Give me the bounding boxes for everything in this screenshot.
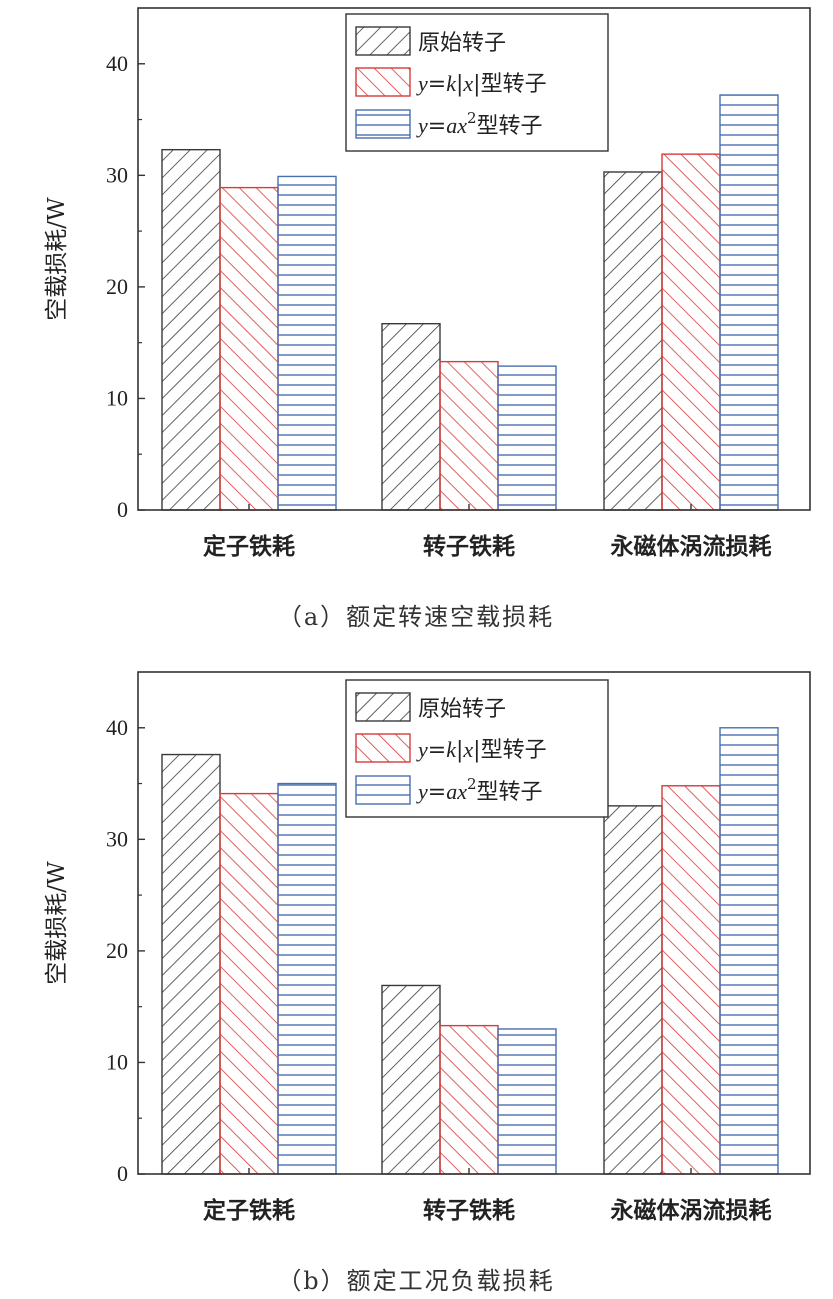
legend-swatch-s2 [355,67,411,97]
legend-swatch-s1 [355,26,411,56]
bars [161,94,779,511]
bar-s3-cat2 [719,727,779,1175]
bars [161,727,779,1175]
x-category-label: 定子铁耗 [203,533,295,560]
y-tick-label: 30 [106,162,128,187]
y-ticks: 0 10 20 30 40 [106,51,145,522]
plot-frame [137,671,811,1175]
bar-s1-cat1 [381,984,441,1175]
bar-s2-cat1 [439,360,499,511]
legend-label-s2: y=k|x|型转子 [416,737,547,763]
bar-s2-cat2 [661,153,721,511]
legend-label-s1: 原始转子 [418,697,506,722]
y-tick-label: 20 [106,938,128,963]
bar-s1-cat1 [381,323,441,511]
bar-s2-cat0 [219,792,279,1175]
chart-panel-a: 0 10 20 30 40 定子铁耗 转子铁耗 永磁体涡流损耗 空载损耗/W 原始转子 y=… [44,7,811,631]
y-tick-label: 30 [106,826,128,851]
bar-s1-cat0 [161,148,221,511]
plot-frame [137,7,811,511]
y-axis-label: 空载损耗/W [44,197,70,321]
legend-swatch-s3 [355,775,411,805]
bar-s2-cat2 [661,785,721,1175]
x-category-label: 转子铁耗 [423,533,515,560]
bar-s2-cat0 [219,186,279,511]
bar-s1-cat2 [603,805,663,1175]
y-tick-label: 10 [106,385,128,410]
x-category-label: 转子铁耗 [423,1197,515,1224]
bar-s2-cat1 [439,1024,499,1175]
bar-s3-cat1 [497,1028,557,1175]
y-tick-label: 40 [106,715,128,740]
legend-label-s1: 原始转子 [418,31,506,56]
x-labels: 定子铁耗 转子铁耗 永磁体涡流损耗 [203,504,772,560]
y-tick-label: 0 [117,1161,128,1186]
bar-s1-cat2 [603,171,663,511]
legend: 原始转子 y=k|x|型转子 y=ax2型转子 [345,679,609,818]
bar-s3-cat0 [277,782,337,1175]
legend-label-s2: y=k|x|型转子 [416,71,547,97]
legend-swatch-s1 [355,692,411,722]
legend: 原始转子 y=k|x|型转子 y=ax2型转子 [345,13,609,152]
y-tick-label: 10 [106,1049,128,1074]
bar-s3-cat2 [719,94,779,511]
caption-a: （a）额定转速空载损耗 [278,603,554,631]
bar-s3-cat1 [497,365,557,511]
x-category-label: 永磁体涡流损耗 [611,1197,772,1224]
x-category-label: 定子铁耗 [203,1197,295,1224]
y-tick-label: 0 [117,497,128,522]
legend-swatch-s3 [355,109,411,139]
x-labels: 定子铁耗 转子铁耗 永磁体涡流损耗 [203,1168,772,1224]
legend-label-s3: y=ax2型转子 [416,109,543,139]
caption-b: （b）额定工况负载损耗 [277,1267,554,1295]
y-tick-label: 40 [106,51,128,76]
bar-s1-cat0 [161,753,221,1175]
y-axis-label: 空载损耗/W [44,861,70,985]
x-category-label: 永磁体涡流损耗 [611,533,772,560]
y-ticks: 0 10 20 30 40 [106,715,145,1186]
y-tick-label: 20 [106,274,128,299]
bar-s3-cat0 [277,175,337,511]
legend-swatch-s2 [355,733,411,763]
legend-label-s3: y=ax2型转子 [416,775,543,805]
chart-panel-b: 0 10 20 30 40 定子铁耗 转子铁耗 永磁体涡流损耗 空载损耗/W 原始转子 y=… [44,671,811,1295]
